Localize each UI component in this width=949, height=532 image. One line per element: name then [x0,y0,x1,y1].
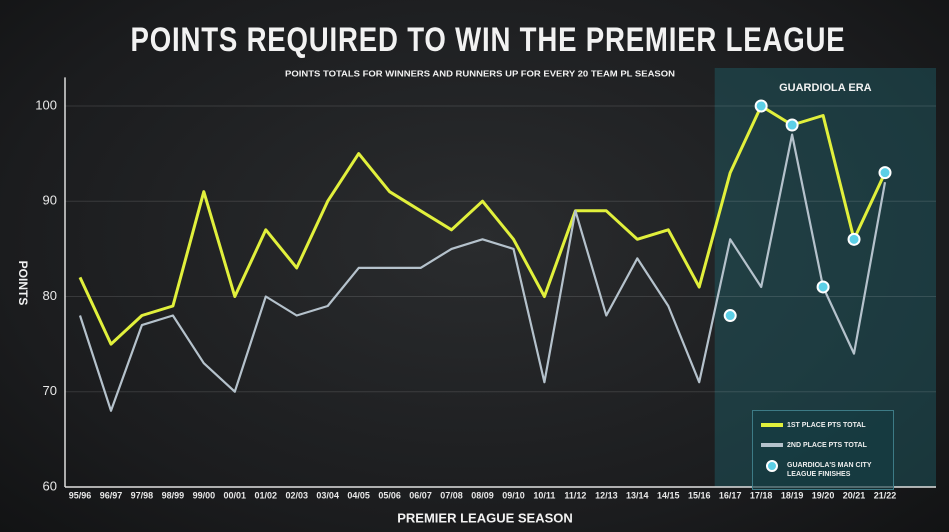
x-tick-label: 20/21 [843,490,866,500]
x-tick-label: 10/11 [533,490,555,500]
y-tick-label: 100 [35,97,57,112]
legend-label: 2ND PLACE PTS TOTAL [787,442,867,449]
chart-title: POINTS REQUIRED TO WIN THE PREMIER LEAGU… [131,21,846,59]
x-tick-label: 14/15 [657,490,680,500]
y-axis-label: POINTS [16,261,30,306]
chart-subtitle: POINTS TOTALS FOR WINNERS AND RUNNERS UP… [285,68,675,78]
x-tick-label: 03/04 [316,490,339,500]
legend-symbol [766,460,778,472]
x-tick-label: 06/07 [409,490,432,500]
legend-swatch [766,460,778,472]
x-tick-label: 21/22 [874,490,897,500]
legend-label: 1ST PLACE PTS TOTAL [787,422,866,429]
era-annotation: GUARDIOLA ERA [779,82,872,94]
x-tick-label: 11/12 [564,490,586,500]
legend: 1ST PLACE PTS TOTAL 2ND PLACE PTS TOTAL GU… [752,410,894,490]
y-tick-label: 60 [43,478,57,493]
x-tick-label: 15/16 [688,490,711,500]
y-tick-label: 70 [43,383,57,398]
marker [754,99,768,113]
x-tick-label: 19/20 [812,490,835,500]
legend-label: GUARDIOLA'S MAN CITY LEAGUE FINISHES [787,462,872,478]
x-tick-label: 05/06 [378,490,401,500]
x-tick-label: 16/17 [719,490,742,500]
series-line [78,133,887,412]
x-tick-label: 04/05 [347,490,370,500]
marker [723,309,737,323]
x-tick-label: 07/08 [440,490,463,500]
y-tick-label: 80 [43,288,57,303]
x-tick-label: 97/98 [131,490,154,500]
x-tick-label: 02/03 [285,490,308,500]
x-tick-label: 18/19 [781,490,804,500]
series-line [78,104,887,346]
x-tick-label: 98/99 [162,490,185,500]
x-tick-label: 08/09 [471,490,494,500]
x-tick-label: 13/14 [626,490,649,500]
x-tick-label: 17/18 [750,490,773,500]
x-tick-label: 00/01 [224,490,247,500]
x-tick-label: 99/00 [193,490,216,500]
x-tick-label: 01/02 [255,490,278,500]
y-tick-label: 90 [43,193,57,208]
x-tick-label: 09/10 [502,490,525,500]
marker [816,280,830,294]
legend-swatch [761,423,783,427]
x-tick-label: 12/13 [595,490,618,500]
legend-swatch [761,443,783,447]
marker [878,166,892,180]
x-axis-label: PREMIER LEAGUE SEASON [397,510,573,525]
marker [847,232,861,246]
x-tick-label: 95/96 [69,490,92,500]
x-tick-label: 96/97 [100,490,123,500]
marker [785,118,799,132]
